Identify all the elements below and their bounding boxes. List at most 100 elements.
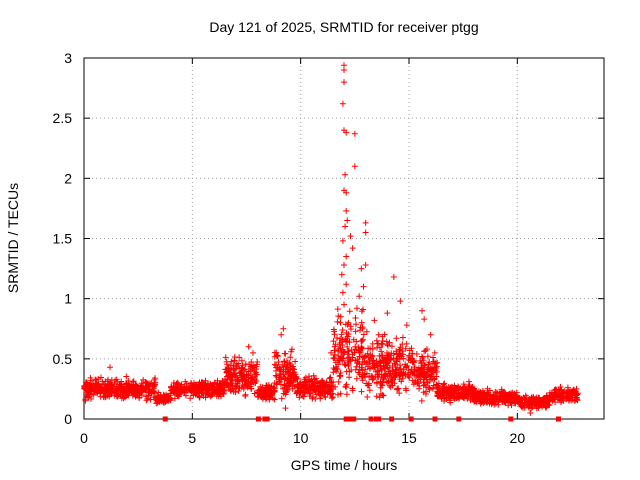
data-point bbox=[233, 383, 240, 390]
data-point bbox=[202, 394, 209, 401]
data-point bbox=[352, 328, 359, 335]
data-point bbox=[300, 393, 307, 400]
data-point bbox=[107, 382, 114, 389]
data-point bbox=[459, 393, 466, 400]
data-point bbox=[294, 389, 301, 396]
data-point bbox=[393, 335, 400, 342]
data-point bbox=[450, 393, 457, 400]
data-point bbox=[232, 369, 239, 376]
data-point bbox=[465, 383, 472, 390]
data-point bbox=[147, 396, 154, 403]
data-point bbox=[320, 379, 327, 386]
data-point bbox=[364, 393, 371, 400]
data-point bbox=[533, 405, 540, 412]
zero-point bbox=[456, 416, 462, 422]
data-point bbox=[421, 348, 428, 355]
data-point bbox=[129, 384, 136, 391]
data-point bbox=[322, 394, 329, 401]
data-point bbox=[260, 388, 267, 395]
data-point bbox=[403, 322, 410, 329]
data-point bbox=[340, 355, 347, 362]
data-point bbox=[439, 391, 446, 398]
data-point bbox=[227, 388, 234, 395]
data-point bbox=[327, 374, 334, 381]
data-point bbox=[162, 394, 169, 401]
data-point bbox=[130, 378, 137, 385]
data-point bbox=[441, 386, 448, 393]
data-point bbox=[413, 351, 420, 358]
data-point bbox=[175, 388, 182, 395]
data-point bbox=[483, 393, 490, 400]
data-point bbox=[199, 380, 206, 387]
data-point bbox=[397, 344, 404, 351]
data-point bbox=[387, 384, 394, 391]
data-point bbox=[568, 397, 575, 404]
data-point bbox=[531, 401, 538, 408]
data-point bbox=[370, 375, 377, 382]
data-point bbox=[421, 316, 428, 323]
data-point bbox=[247, 380, 254, 387]
x-tick-label: 0 bbox=[80, 430, 88, 446]
data-point bbox=[361, 358, 368, 365]
data-point bbox=[97, 393, 104, 400]
data-point bbox=[278, 331, 285, 338]
data-point bbox=[478, 391, 485, 398]
data-point bbox=[341, 349, 348, 356]
data-point bbox=[384, 362, 391, 369]
data-point bbox=[343, 329, 350, 336]
data-point bbox=[242, 391, 249, 398]
data-point bbox=[477, 389, 484, 396]
data-point bbox=[288, 348, 295, 355]
data-point bbox=[384, 379, 391, 386]
data-point bbox=[287, 380, 294, 387]
data-point bbox=[274, 353, 281, 360]
data-point bbox=[428, 367, 435, 374]
data-point bbox=[388, 343, 395, 350]
data-point bbox=[94, 386, 101, 393]
data-point bbox=[497, 394, 504, 401]
data-point bbox=[429, 385, 436, 392]
data-point bbox=[343, 207, 350, 214]
data-point bbox=[280, 385, 287, 392]
data-point bbox=[362, 261, 369, 268]
data-point bbox=[396, 390, 403, 397]
data-point bbox=[93, 385, 100, 392]
data-point bbox=[362, 366, 369, 373]
data-point bbox=[282, 391, 289, 398]
data-point bbox=[333, 335, 340, 342]
data-point bbox=[424, 379, 431, 386]
data-point bbox=[240, 373, 247, 380]
data-point bbox=[324, 384, 331, 391]
data-point bbox=[226, 384, 233, 391]
data-point bbox=[344, 337, 351, 344]
y-axis-label: SRMTID / TECUs bbox=[5, 183, 21, 293]
data-point bbox=[519, 404, 526, 411]
data-point bbox=[363, 370, 370, 377]
data-point bbox=[221, 386, 228, 393]
data-point bbox=[201, 383, 208, 390]
data-point bbox=[150, 382, 157, 389]
data-point bbox=[328, 349, 334, 356]
data-point bbox=[327, 391, 334, 398]
data-point bbox=[378, 348, 385, 355]
data-point bbox=[248, 385, 255, 392]
data-point bbox=[230, 388, 237, 395]
data-point bbox=[273, 373, 280, 380]
data-point bbox=[271, 388, 278, 395]
data-point bbox=[343, 253, 350, 260]
data-point bbox=[95, 375, 102, 382]
data-point bbox=[234, 380, 241, 387]
data-point bbox=[335, 348, 342, 355]
y-tick-label: 2.5 bbox=[53, 110, 73, 126]
data-point bbox=[250, 349, 256, 356]
data-point bbox=[326, 375, 333, 382]
data-point bbox=[286, 363, 293, 370]
data-point bbox=[337, 319, 344, 326]
data-point bbox=[393, 355, 400, 362]
data-point bbox=[110, 387, 117, 394]
data-point bbox=[226, 369, 233, 376]
data-point bbox=[310, 394, 317, 401]
data-point bbox=[432, 360, 439, 367]
x-tick-label: 5 bbox=[188, 430, 196, 446]
data-point bbox=[386, 382, 393, 389]
